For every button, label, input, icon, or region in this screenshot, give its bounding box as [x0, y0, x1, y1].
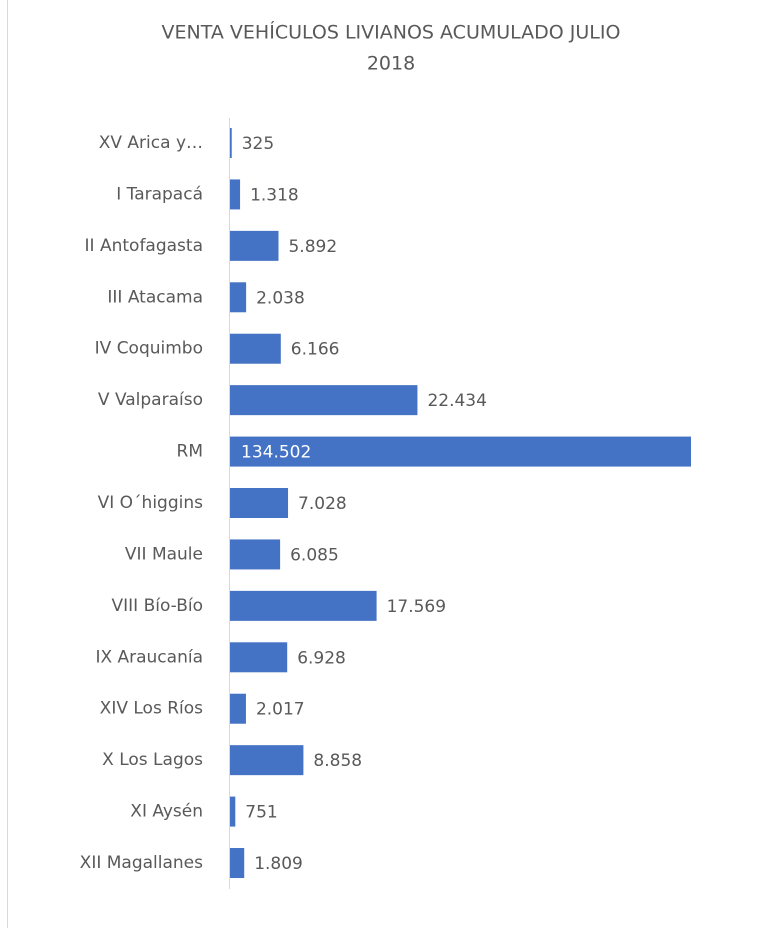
- bar: [229, 539, 281, 570]
- y-tick-label: RM: [177, 442, 203, 462]
- data-label: 22.434: [427, 391, 486, 411]
- data-label: 5.892: [288, 237, 337, 257]
- bar: [229, 693, 246, 724]
- y-tick-label: XIV Los Ríos: [100, 699, 203, 719]
- bar: [229, 128, 232, 158]
- data-label: 751: [245, 803, 277, 823]
- bar: [229, 745, 304, 776]
- bar: [229, 230, 279, 261]
- data-label: 2.017: [256, 700, 305, 720]
- data-label: 134.502: [241, 443, 311, 463]
- bar: [229, 488, 289, 519]
- y-tick-label: X Los Lagos: [102, 750, 203, 770]
- bar: [229, 848, 245, 879]
- y-tick-label: VIII Bío-Bío: [112, 596, 204, 616]
- bar: [229, 642, 288, 673]
- y-tick-label: I Tarapacá: [116, 184, 203, 204]
- data-label: 17.569: [387, 597, 446, 617]
- chart-frame: [7, 0, 8, 928]
- y-tick-label: XV Arica y…: [99, 133, 203, 153]
- y-tick-label: XII Magallanes: [80, 853, 203, 873]
- chart-title-line-2: 2018: [367, 53, 415, 75]
- chart-title-line-1: VENTA VEHÍCULOS LIVIANOS ACUMULADO JULIO: [162, 21, 621, 44]
- bar: [229, 385, 418, 416]
- bar: [229, 436, 691, 467]
- y-tick-label: IV Coquimbo: [95, 339, 203, 359]
- bar: [229, 333, 281, 364]
- y-tick-label: V Valparaíso: [98, 390, 203, 410]
- data-label: 6.085: [290, 545, 339, 565]
- y-tick-label: VI O´higgins: [98, 493, 204, 513]
- bar-area: [229, 128, 691, 879]
- data-label: 6.166: [291, 340, 340, 360]
- bar: [229, 590, 377, 621]
- data-label: 1.318: [250, 185, 299, 205]
- y-tick-label: IX Araucanía: [95, 647, 203, 667]
- bar: [229, 179, 241, 210]
- y-tick-label: III Atacama: [107, 287, 203, 307]
- data-label: 2.038: [256, 288, 305, 308]
- data-label: 1.809: [254, 854, 303, 874]
- data-label: 8.858: [313, 751, 362, 771]
- bar: [229, 282, 247, 313]
- y-tick-label: VII Maule: [125, 544, 203, 564]
- bar: [229, 796, 236, 827]
- data-label: 7.028: [298, 494, 347, 514]
- y-tick-label: II Antofagasta: [85, 236, 203, 256]
- y-tick-label: XI Aysén: [130, 802, 203, 822]
- data-label: 325: [242, 134, 274, 154]
- data-label: 6.928: [297, 648, 346, 668]
